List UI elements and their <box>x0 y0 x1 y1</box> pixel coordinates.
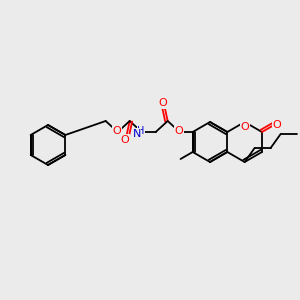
Text: O: O <box>240 122 249 132</box>
Text: O: O <box>158 98 167 108</box>
Text: H: H <box>137 126 144 136</box>
Text: O: O <box>120 135 129 145</box>
Text: O: O <box>174 126 183 136</box>
Text: O: O <box>112 126 121 136</box>
Text: N: N <box>133 129 141 139</box>
Text: O: O <box>273 120 281 130</box>
